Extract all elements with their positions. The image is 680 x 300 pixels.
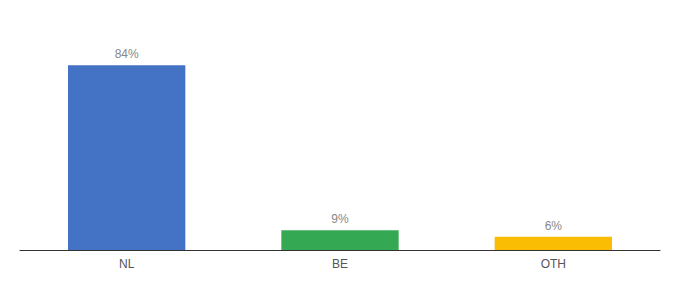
svg-text:OTH: OTH xyxy=(541,257,566,271)
svg-text:9%: 9% xyxy=(331,212,349,226)
svg-text:6%: 6% xyxy=(545,219,563,233)
svg-text:84%: 84% xyxy=(115,47,139,61)
svg-text:BE: BE xyxy=(332,257,348,271)
svg-text:NL: NL xyxy=(119,257,135,271)
